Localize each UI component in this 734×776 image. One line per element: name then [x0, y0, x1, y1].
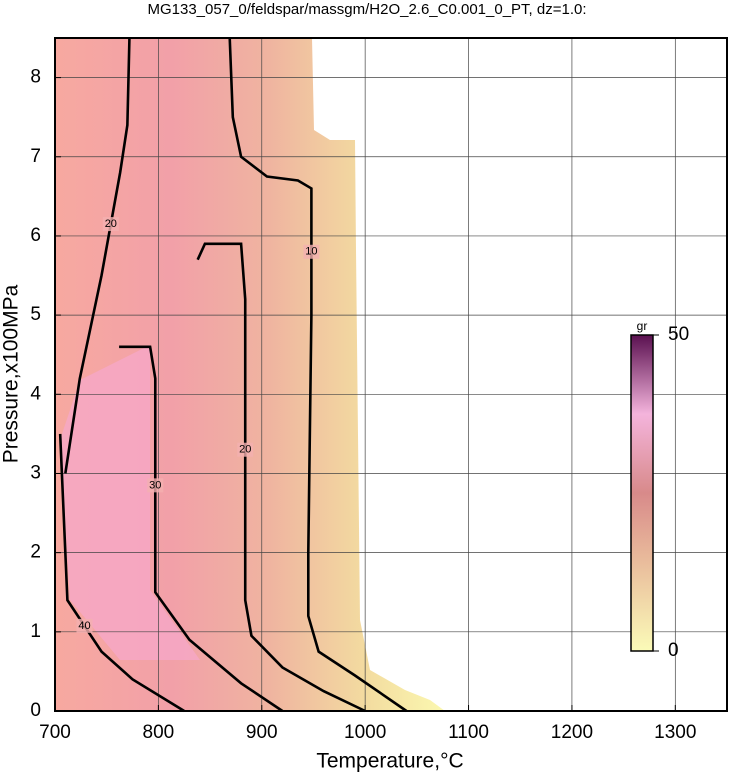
chart-title: MG133_057_0/feldspar/massgm/H2O_2.6_C0.0… [147, 1, 586, 18]
contour-label: 30 [149, 479, 161, 491]
colorbar-label: gr [637, 319, 648, 333]
data-field [55, 38, 445, 711]
contour-label: 40 [78, 620, 90, 632]
contour-label: 10 [305, 246, 317, 258]
x-axis-label: Temperature,°C [316, 750, 463, 773]
y-tick-label: 5 [30, 304, 41, 325]
y-tick-label: 0 [30, 700, 41, 721]
contour-line [228, 37, 408, 713]
colorbar-tick-label: 50 [668, 324, 689, 345]
x-tick-label: 700 [39, 722, 71, 743]
x-tick-label: 900 [246, 722, 278, 743]
data-field-fill [55, 38, 445, 711]
contour-label-bg [303, 244, 320, 259]
y-tick-label: 8 [30, 67, 41, 88]
contour-label: 20 [105, 218, 117, 230]
plot-frame [54, 37, 728, 712]
x-tick-label: 800 [143, 722, 175, 743]
colorbar [630, 334, 654, 652]
y-tick-label: 3 [30, 462, 41, 483]
colorbar-tick-label: 0 [668, 640, 679, 661]
contour-label: 20 [239, 444, 251, 456]
contour-line [196, 242, 366, 713]
contour-line [119, 345, 284, 713]
x-tick-label: 1000 [344, 722, 386, 743]
y-axis-label: Pressure,x100MPa [0, 284, 23, 463]
x-tick-label: 1300 [654, 722, 696, 743]
contour-line [58, 433, 185, 713]
data-field-fill-pink [60, 345, 200, 660]
x-tick-label: 1200 [551, 722, 593, 743]
y-tick-label: 7 [30, 146, 41, 167]
y-tick-label: 4 [30, 383, 41, 404]
y-tick-label: 1 [30, 621, 41, 642]
contour-label-bg [237, 442, 254, 457]
x-tick-label: 1100 [448, 722, 489, 743]
contour-label-bg [76, 618, 93, 633]
contour-label-bg [147, 478, 164, 493]
y-tick-label: 6 [30, 225, 41, 246]
y-tick-label: 2 [30, 542, 41, 563]
contour-label-bg [102, 217, 119, 232]
